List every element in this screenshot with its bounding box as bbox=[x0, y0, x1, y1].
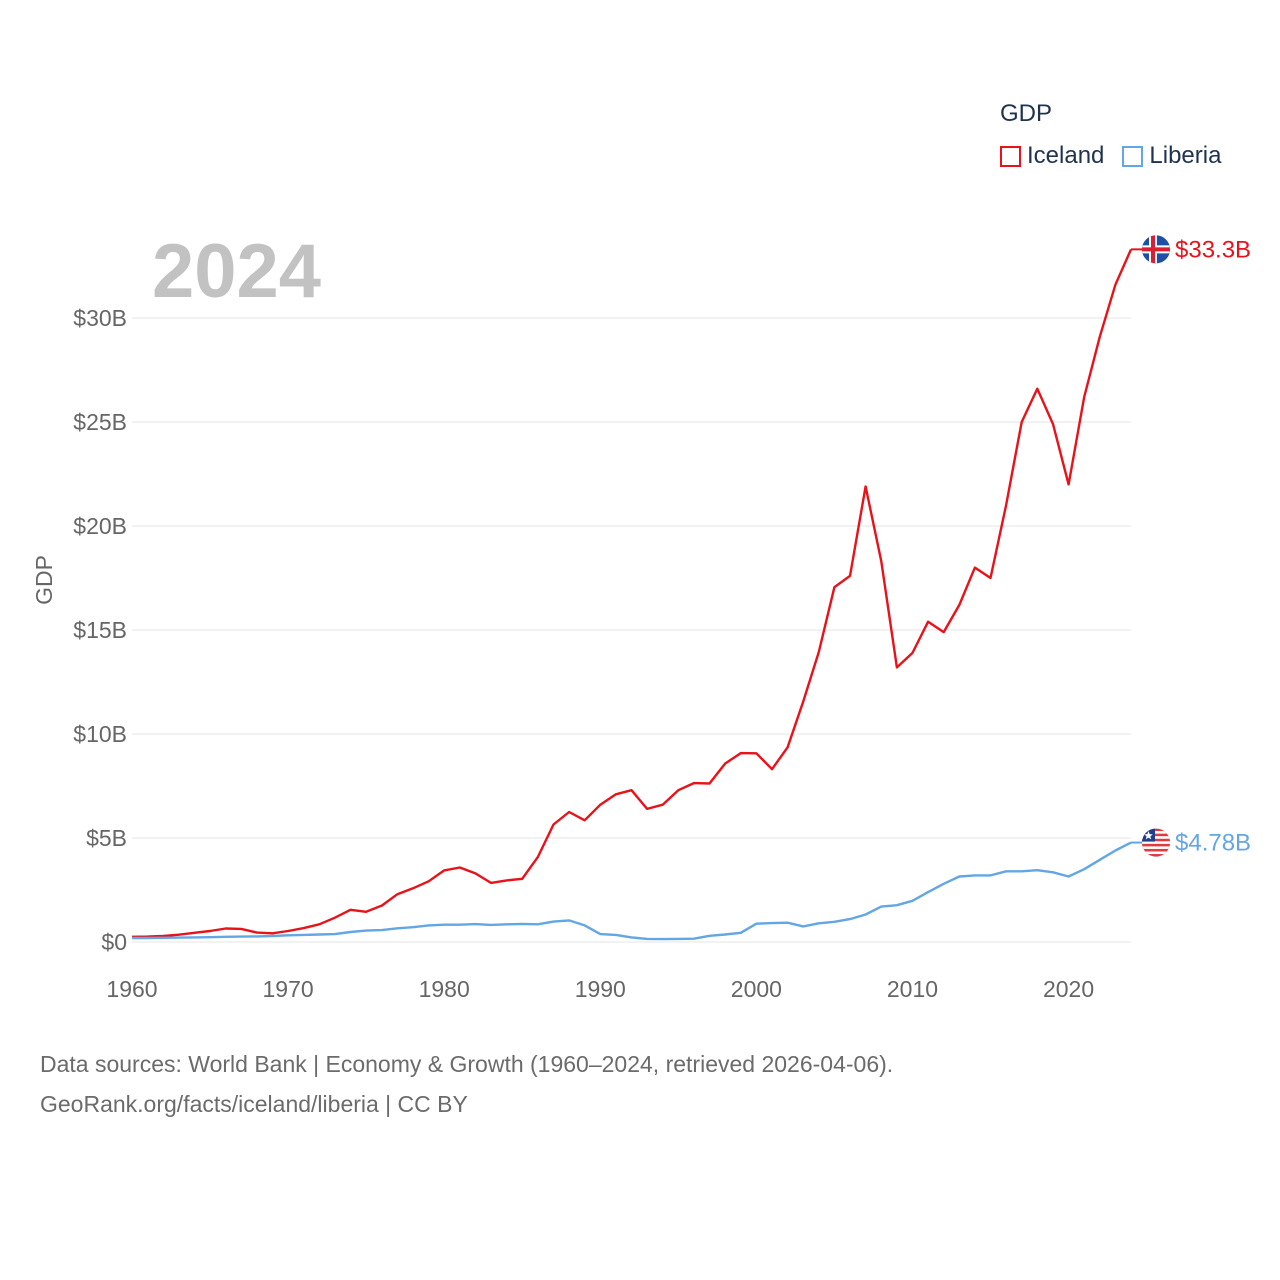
gridlines bbox=[132, 317, 1131, 943]
x-axis-ticks: 1960 1970 1980 1990 2000 2010 2020 bbox=[106, 976, 1094, 1002]
x-tick-label-1980: 1980 bbox=[419, 976, 470, 1002]
y-tick-label-5: $5B bbox=[86, 825, 127, 851]
series-line-iceland bbox=[131, 248, 1133, 938]
y-axis-ticks: $0 $5B $10B $15B $20B $25B $30B bbox=[73, 305, 127, 955]
legend-label-liberia: Liberia bbox=[1149, 142, 1222, 169]
y-tick-label-0: $0 bbox=[101, 929, 127, 955]
x-tick-label-1970: 1970 bbox=[263, 976, 314, 1002]
end-value-label-liberia: $4.78B bbox=[1175, 830, 1251, 857]
y-axis-label: GDP bbox=[31, 555, 57, 605]
y-tick-label-25: $25B bbox=[73, 409, 127, 435]
legend-swatch-iceland bbox=[1000, 145, 1021, 167]
end-markers: $33.3B $4.78B bbox=[1131, 234, 1251, 858]
series-line-liberia bbox=[132, 841, 1132, 941]
legend-swatch-liberia bbox=[1122, 145, 1144, 167]
x-tick-label-2000: 2000 bbox=[731, 976, 782, 1002]
series-lines bbox=[131, 248, 1133, 941]
legend: Iceland Liberia bbox=[1000, 142, 1239, 170]
y-tick-label-30: $30B bbox=[73, 305, 127, 331]
y-tick-label-20: $20B bbox=[73, 513, 127, 539]
legend-item-liberia[interactable]: Liberia bbox=[1122, 142, 1221, 170]
flag-iceland-icon bbox=[1141, 234, 1171, 264]
source-line-1: Data sources: World Bank | Economy & Gro… bbox=[40, 1051, 894, 1077]
end-value-label-iceland: $33.3B bbox=[1175, 236, 1251, 263]
x-tick-label-2010: 2010 bbox=[887, 976, 938, 1002]
x-tick-label-2020: 2020 bbox=[1043, 976, 1094, 1002]
flag-liberia-icon bbox=[1141, 828, 1171, 858]
y-tick-label-15: $15B bbox=[73, 617, 127, 643]
legend-item-iceland[interactable]: Iceland bbox=[1000, 142, 1104, 170]
current-year-label: 2024 bbox=[152, 229, 322, 314]
x-tick-label-1990: 1990 bbox=[575, 976, 626, 1002]
source-line-2: GeoRank.org/facts/iceland/liberia | CC B… bbox=[40, 1091, 468, 1117]
legend-label-iceland: Iceland bbox=[1027, 142, 1105, 169]
x-tick-label-1960: 1960 bbox=[106, 976, 157, 1002]
y-tick-label-10: $10B bbox=[73, 721, 127, 747]
source-note: Data sources: World Bank | Economy & Gro… bbox=[40, 1044, 893, 1124]
legend-title: GDP bbox=[1000, 100, 1053, 127]
